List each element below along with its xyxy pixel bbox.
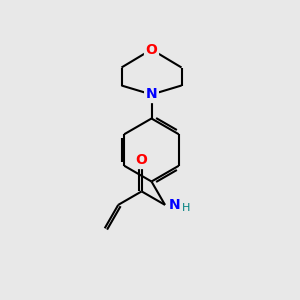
Text: N: N [146,88,157,101]
Text: N: N [169,198,180,212]
Text: H: H [182,203,190,214]
Text: O: O [146,43,158,56]
Text: O: O [136,154,148,167]
